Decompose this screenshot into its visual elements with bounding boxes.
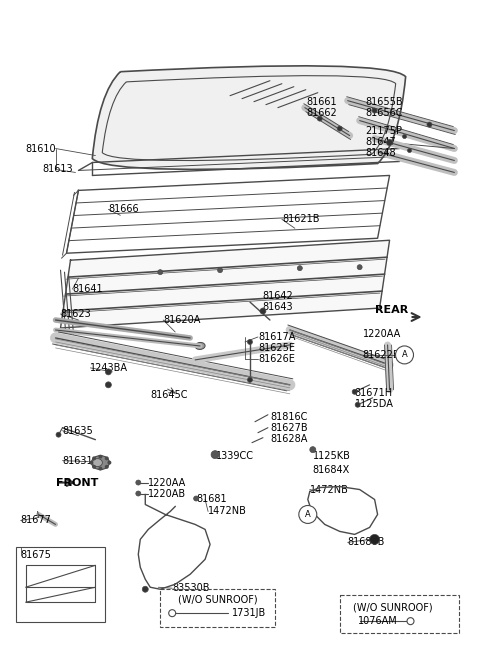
Text: 81623: 81623: [60, 309, 91, 319]
Text: 81610: 81610: [25, 143, 56, 153]
Text: 81635: 81635: [62, 426, 93, 436]
Text: 81648: 81648: [366, 147, 396, 157]
Circle shape: [136, 480, 141, 485]
Circle shape: [337, 126, 342, 131]
Circle shape: [105, 457, 109, 460]
Text: 81671H: 81671H: [355, 388, 393, 398]
Text: 1220AA: 1220AA: [148, 477, 187, 487]
Circle shape: [310, 447, 316, 453]
Text: 81625E: 81625E: [258, 343, 295, 353]
Bar: [16, 548, 106, 622]
Circle shape: [386, 140, 393, 145]
Circle shape: [297, 266, 302, 271]
Circle shape: [136, 491, 141, 496]
Circle shape: [352, 389, 357, 394]
Text: 1472NB: 1472NB: [208, 506, 247, 516]
Text: (W/O SUNROOF): (W/O SUNROOF): [178, 594, 258, 604]
Text: 81666: 81666: [108, 204, 139, 214]
Text: 81656C: 81656C: [366, 107, 403, 118]
Circle shape: [105, 465, 109, 469]
Circle shape: [260, 308, 266, 314]
Text: 81816C: 81816C: [270, 412, 307, 422]
Circle shape: [355, 402, 360, 407]
Text: 1220AA: 1220AA: [363, 329, 401, 339]
Circle shape: [168, 610, 176, 616]
Circle shape: [106, 382, 111, 388]
Text: 81627B: 81627B: [270, 422, 308, 433]
Text: A: A: [305, 510, 311, 519]
Text: 81628A: 81628A: [270, 434, 307, 443]
Circle shape: [408, 149, 411, 153]
Text: 81621B: 81621B: [282, 214, 319, 224]
Circle shape: [98, 466, 102, 470]
Text: 81620A: 81620A: [163, 315, 201, 325]
Text: 81681: 81681: [196, 493, 227, 504]
Circle shape: [106, 369, 111, 375]
Circle shape: [403, 134, 407, 139]
Text: 81677: 81677: [21, 515, 51, 525]
Circle shape: [317, 116, 322, 121]
Circle shape: [92, 465, 96, 469]
Text: 81662: 81662: [307, 107, 337, 118]
Circle shape: [372, 108, 377, 113]
Circle shape: [217, 268, 223, 272]
Text: 81655B: 81655B: [366, 97, 403, 107]
Text: 81613: 81613: [43, 164, 73, 174]
Ellipse shape: [93, 458, 102, 466]
Text: A: A: [402, 350, 408, 360]
Text: 83530B: 83530B: [172, 583, 210, 593]
Circle shape: [193, 496, 199, 501]
Bar: [160, 590, 275, 627]
Text: FRONT: FRONT: [56, 477, 98, 487]
Text: 81686B: 81686B: [348, 537, 385, 548]
Circle shape: [357, 265, 362, 270]
Text: 81675: 81675: [21, 550, 51, 560]
Text: 81684X: 81684X: [313, 464, 350, 475]
Text: 1076AM: 1076AM: [358, 616, 397, 626]
Text: 1472NB: 1472NB: [310, 485, 348, 495]
Text: 1125KB: 1125KB: [313, 451, 351, 460]
Circle shape: [56, 432, 61, 437]
Text: 81647: 81647: [366, 136, 396, 147]
Text: 21175P: 21175P: [366, 126, 403, 136]
Circle shape: [89, 460, 94, 464]
Text: 1243BA: 1243BA: [90, 363, 129, 373]
Text: 81631: 81631: [62, 456, 93, 466]
Circle shape: [396, 346, 413, 364]
Text: 81645C: 81645C: [150, 390, 188, 400]
Text: 81626E: 81626E: [258, 354, 295, 364]
Text: 81622B: 81622B: [363, 350, 400, 360]
Text: 81641: 81641: [72, 284, 103, 294]
Circle shape: [427, 122, 432, 127]
Text: 1125DA: 1125DA: [355, 399, 394, 409]
Text: 1339CC: 1339CC: [216, 451, 254, 460]
Text: 81617A: 81617A: [258, 332, 295, 342]
Circle shape: [211, 451, 219, 458]
PathPatch shape: [92, 66, 406, 170]
Text: 81642: 81642: [262, 291, 293, 301]
Circle shape: [98, 455, 102, 458]
Text: 1731JB: 1731JB: [232, 608, 266, 618]
Polygon shape: [60, 240, 390, 328]
Text: 81661: 81661: [307, 97, 337, 107]
Circle shape: [158, 270, 163, 274]
Text: 81643: 81643: [262, 302, 293, 312]
Circle shape: [248, 377, 252, 383]
Circle shape: [407, 618, 414, 625]
Text: REAR: REAR: [374, 305, 408, 315]
Circle shape: [108, 460, 111, 464]
Bar: [340, 595, 459, 633]
Circle shape: [142, 586, 148, 592]
Circle shape: [299, 506, 317, 523]
Ellipse shape: [91, 456, 109, 470]
Circle shape: [92, 457, 96, 460]
Text: (W/O SUNROOF): (W/O SUNROOF): [353, 602, 432, 612]
Ellipse shape: [195, 343, 205, 350]
Text: 1220AB: 1220AB: [148, 489, 186, 498]
Circle shape: [248, 339, 252, 345]
Circle shape: [370, 534, 380, 544]
